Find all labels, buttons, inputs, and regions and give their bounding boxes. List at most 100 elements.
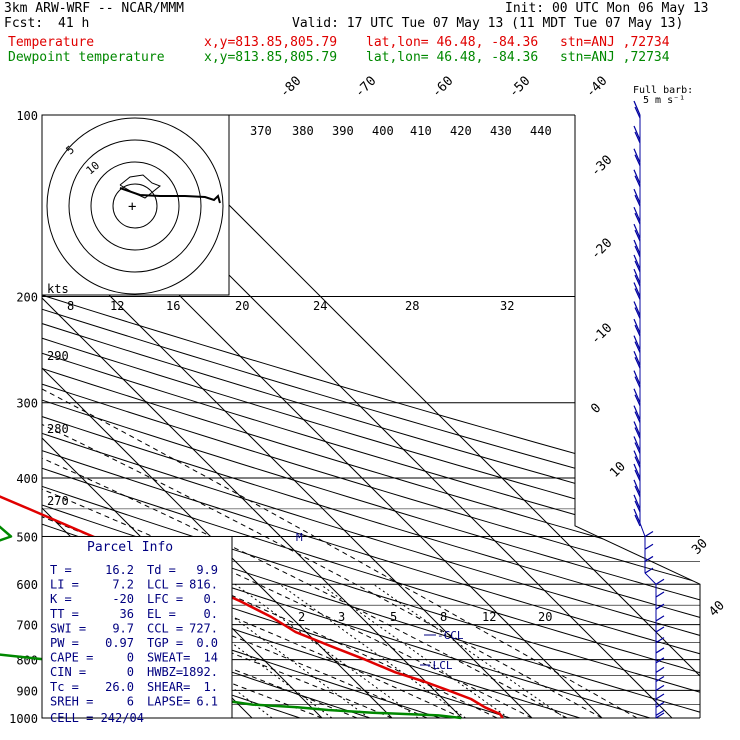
hodograph-speed-label: 20 [235, 299, 249, 313]
parcel-field-label: TGP = [147, 636, 183, 650]
parcel-field-value: 7.2 [112, 578, 134, 592]
moist-adiabat-line [42, 296, 358, 718]
pressure-label: 1000 [9, 712, 38, 726]
theta-label: 410 [410, 124, 432, 138]
parcel-field-label: T = [50, 563, 72, 577]
isotherm-label: -40 [583, 74, 610, 101]
pressure-label: 900 [16, 684, 38, 698]
mixing-ratio-line [234, 583, 419, 718]
hodograph-ring [46, 117, 224, 295]
theta-label: 400 [372, 124, 394, 138]
wind-barb-flag [634, 356, 641, 369]
wind-barb-flag [633, 494, 641, 510]
wind-barb-flag [633, 282, 641, 297]
theta-label: 390 [332, 124, 354, 138]
forecast-label: Fcst: [4, 16, 44, 31]
parcel-field-label: SREH = [50, 694, 93, 708]
wind-barb-flag [633, 508, 641, 524]
mixing-ratio-label: 8 [440, 610, 447, 624]
valid-time: Valid: 17 UTC Tue 07 May 13 (11 MDT Tue … [292, 16, 684, 31]
wind-barb-flag [634, 212, 641, 225]
hodograph-speed-label: 28 [405, 299, 419, 313]
parcel-field-value: 0.0 [196, 636, 218, 650]
wind-barb-flag [634, 394, 641, 406]
mixing-ratio-line [279, 583, 466, 718]
wind-barb-flag [655, 709, 665, 716]
parcel-field-label: SWEAT= [147, 651, 190, 665]
wind-barb-flag [633, 169, 641, 184]
parcel-field-label: CIN = [50, 665, 86, 679]
parcel-field-label: Td = [147, 563, 176, 577]
dewpoint-xy: x,y=813.85,805.79 [204, 50, 338, 65]
parcel-field-label: K = [50, 592, 72, 606]
theta-left-label: 280 [47, 422, 69, 436]
moist-adiabat-line [42, 296, 533, 718]
parcel-field-label: EL = [147, 607, 176, 621]
isotherm-label: -50 [506, 74, 533, 101]
isotherm-label: 40 [706, 598, 728, 620]
dry-adiabat-line [42, 115, 700, 718]
wind-barb-flag [634, 131, 641, 144]
wind-barb-flag [633, 125, 641, 141]
wind-barb-flag [644, 555, 654, 562]
parcel-field-value: 14 [204, 651, 218, 665]
mixing-ratio-line [373, 583, 566, 718]
isotherm-label: 10 [607, 459, 629, 481]
isotherm-label: -30 [588, 153, 615, 180]
wind-barb-flag [633, 148, 641, 163]
wind-barb-flag [634, 245, 641, 258]
wind-barb-flag [655, 647, 665, 654]
ccl-marker: -CCL [437, 629, 464, 642]
wind-barb-flag [633, 301, 641, 316]
wind-barb-flag [634, 469, 641, 482]
mixing-ratio-label: 2 [298, 610, 305, 624]
wind-barb-flag [633, 450, 641, 465]
dry-adiabat-line [42, 115, 700, 718]
wind-barb-flag [633, 388, 641, 403]
wind-barb-flag [634, 341, 641, 353]
isotherm-line [138, 115, 700, 718]
wind-barb-flag [655, 684, 665, 691]
isotherm-line [42, 115, 463, 718]
wind-barb-flag [633, 318, 641, 334]
theta-label: 430 [490, 124, 512, 138]
wind-barb-flag [633, 268, 641, 284]
wind-barb-flag [655, 701, 665, 708]
parcel-info-title: Parcel Info [87, 540, 173, 555]
wind-barb-flag [655, 693, 665, 700]
parcel-field-value: 36 [120, 607, 134, 621]
mixing-ratio-line [319, 583, 509, 718]
parcel-field-value: -20 [112, 592, 134, 606]
hodograph-ring [112, 183, 158, 229]
mixing-ratio-label: 5 [390, 610, 397, 624]
wind-barb-flag [634, 456, 641, 468]
pressure-label: 700 [16, 619, 38, 633]
full-barb-unit: 5 m s⁻¹ [643, 95, 686, 106]
wind-barb-flag [634, 307, 641, 319]
wind-barb-flag [655, 666, 665, 673]
wind-barb-flag [633, 479, 641, 495]
wind-barb-flag [633, 463, 641, 479]
theta-label: 440 [530, 124, 552, 138]
parcel-field-value: 1892. [182, 665, 218, 679]
parcel-field-label: LI = [50, 578, 79, 592]
parcel-field-label: TT = [50, 607, 79, 621]
wind-barb-flag [634, 154, 641, 166]
wind-barb-flag [655, 657, 665, 664]
wind-staff [639, 522, 646, 537]
pressure-label: 500 [16, 530, 38, 544]
wind-barb-flag [633, 421, 641, 436]
theta-left-label: 270 [47, 494, 69, 508]
wind-barb-flag [633, 405, 641, 420]
full-barb-label: Full barb: [633, 85, 694, 96]
parcel-field-value: 0.97 [105, 636, 134, 650]
parcel-field-value: 0. [204, 607, 218, 621]
parcel-field-label: HWBZ= [147, 665, 183, 679]
wind-barb-flag [634, 427, 641, 439]
wind-barb-flag [634, 194, 641, 207]
wind-barb-flag [633, 206, 641, 222]
wind-barb-flag [633, 436, 641, 451]
pressure-label: 200 [16, 291, 38, 305]
dry-adiabat-line [42, 115, 700, 718]
